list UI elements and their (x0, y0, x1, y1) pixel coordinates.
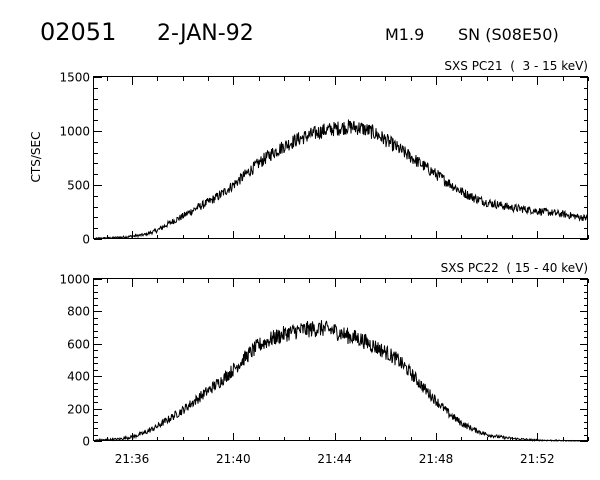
y-tick-label: 500 (67, 179, 90, 193)
goes-class: M1.9 (385, 25, 424, 44)
x-tick-label: 21:36 (115, 452, 150, 466)
y-tick-label: 1500 (59, 71, 90, 85)
event-date: 2-JAN-92 (157, 21, 254, 46)
y-axis-label: CTS/SEC (29, 132, 43, 183)
y-tick-label: 200 (67, 403, 90, 417)
flare-location: SN (S08E50) (458, 25, 559, 44)
y-tick-label: 600 (67, 338, 90, 352)
y-tick-label: 400 (67, 370, 90, 384)
panel-bottom-ticks (94, 279, 589, 442)
panel-top-ticklabels: 0 500 1000 1500 (59, 71, 90, 247)
panel-top-title: SXS PC21 ( 3 - 15 keV) (444, 59, 588, 73)
panel-bottom-ticklabels: 0 200 400 600 800 1000 21:36 21:40 21:44 21:48 21:… (59, 273, 554, 467)
x-tick-label: 21:48 (419, 452, 454, 466)
event-id: 02051 (40, 18, 116, 46)
y-tick-label: 1000 (59, 273, 90, 287)
panel-bottom-curve (95, 320, 588, 442)
y-tick-label: 1000 (59, 125, 90, 139)
y-tick-label: 800 (67, 305, 90, 319)
panel-top-ticks (94, 77, 589, 240)
x-tick-label: 21:44 (317, 452, 352, 466)
panel-top-curve (94, 119, 588, 240)
panel-bottom-title: SXS PC22 ( 15 - 40 keV) (441, 261, 588, 275)
x-tick-label: 21:52 (520, 452, 555, 466)
y-tick-label: 0 (82, 435, 90, 449)
panel-bottom-frame (93, 278, 588, 441)
y-tick-label: 0 (82, 233, 90, 247)
panel-bottom: SXS PC22 ( 15 - 40 keV) 0 200 400 600 800 100… (59, 261, 589, 467)
panel-top: SXS PC21 ( 3 - 15 keV) CTS/SEC 0 500 1000 1… (29, 59, 589, 247)
panel-top-frame (93, 76, 588, 239)
x-tick-label: 21:40 (216, 452, 251, 466)
